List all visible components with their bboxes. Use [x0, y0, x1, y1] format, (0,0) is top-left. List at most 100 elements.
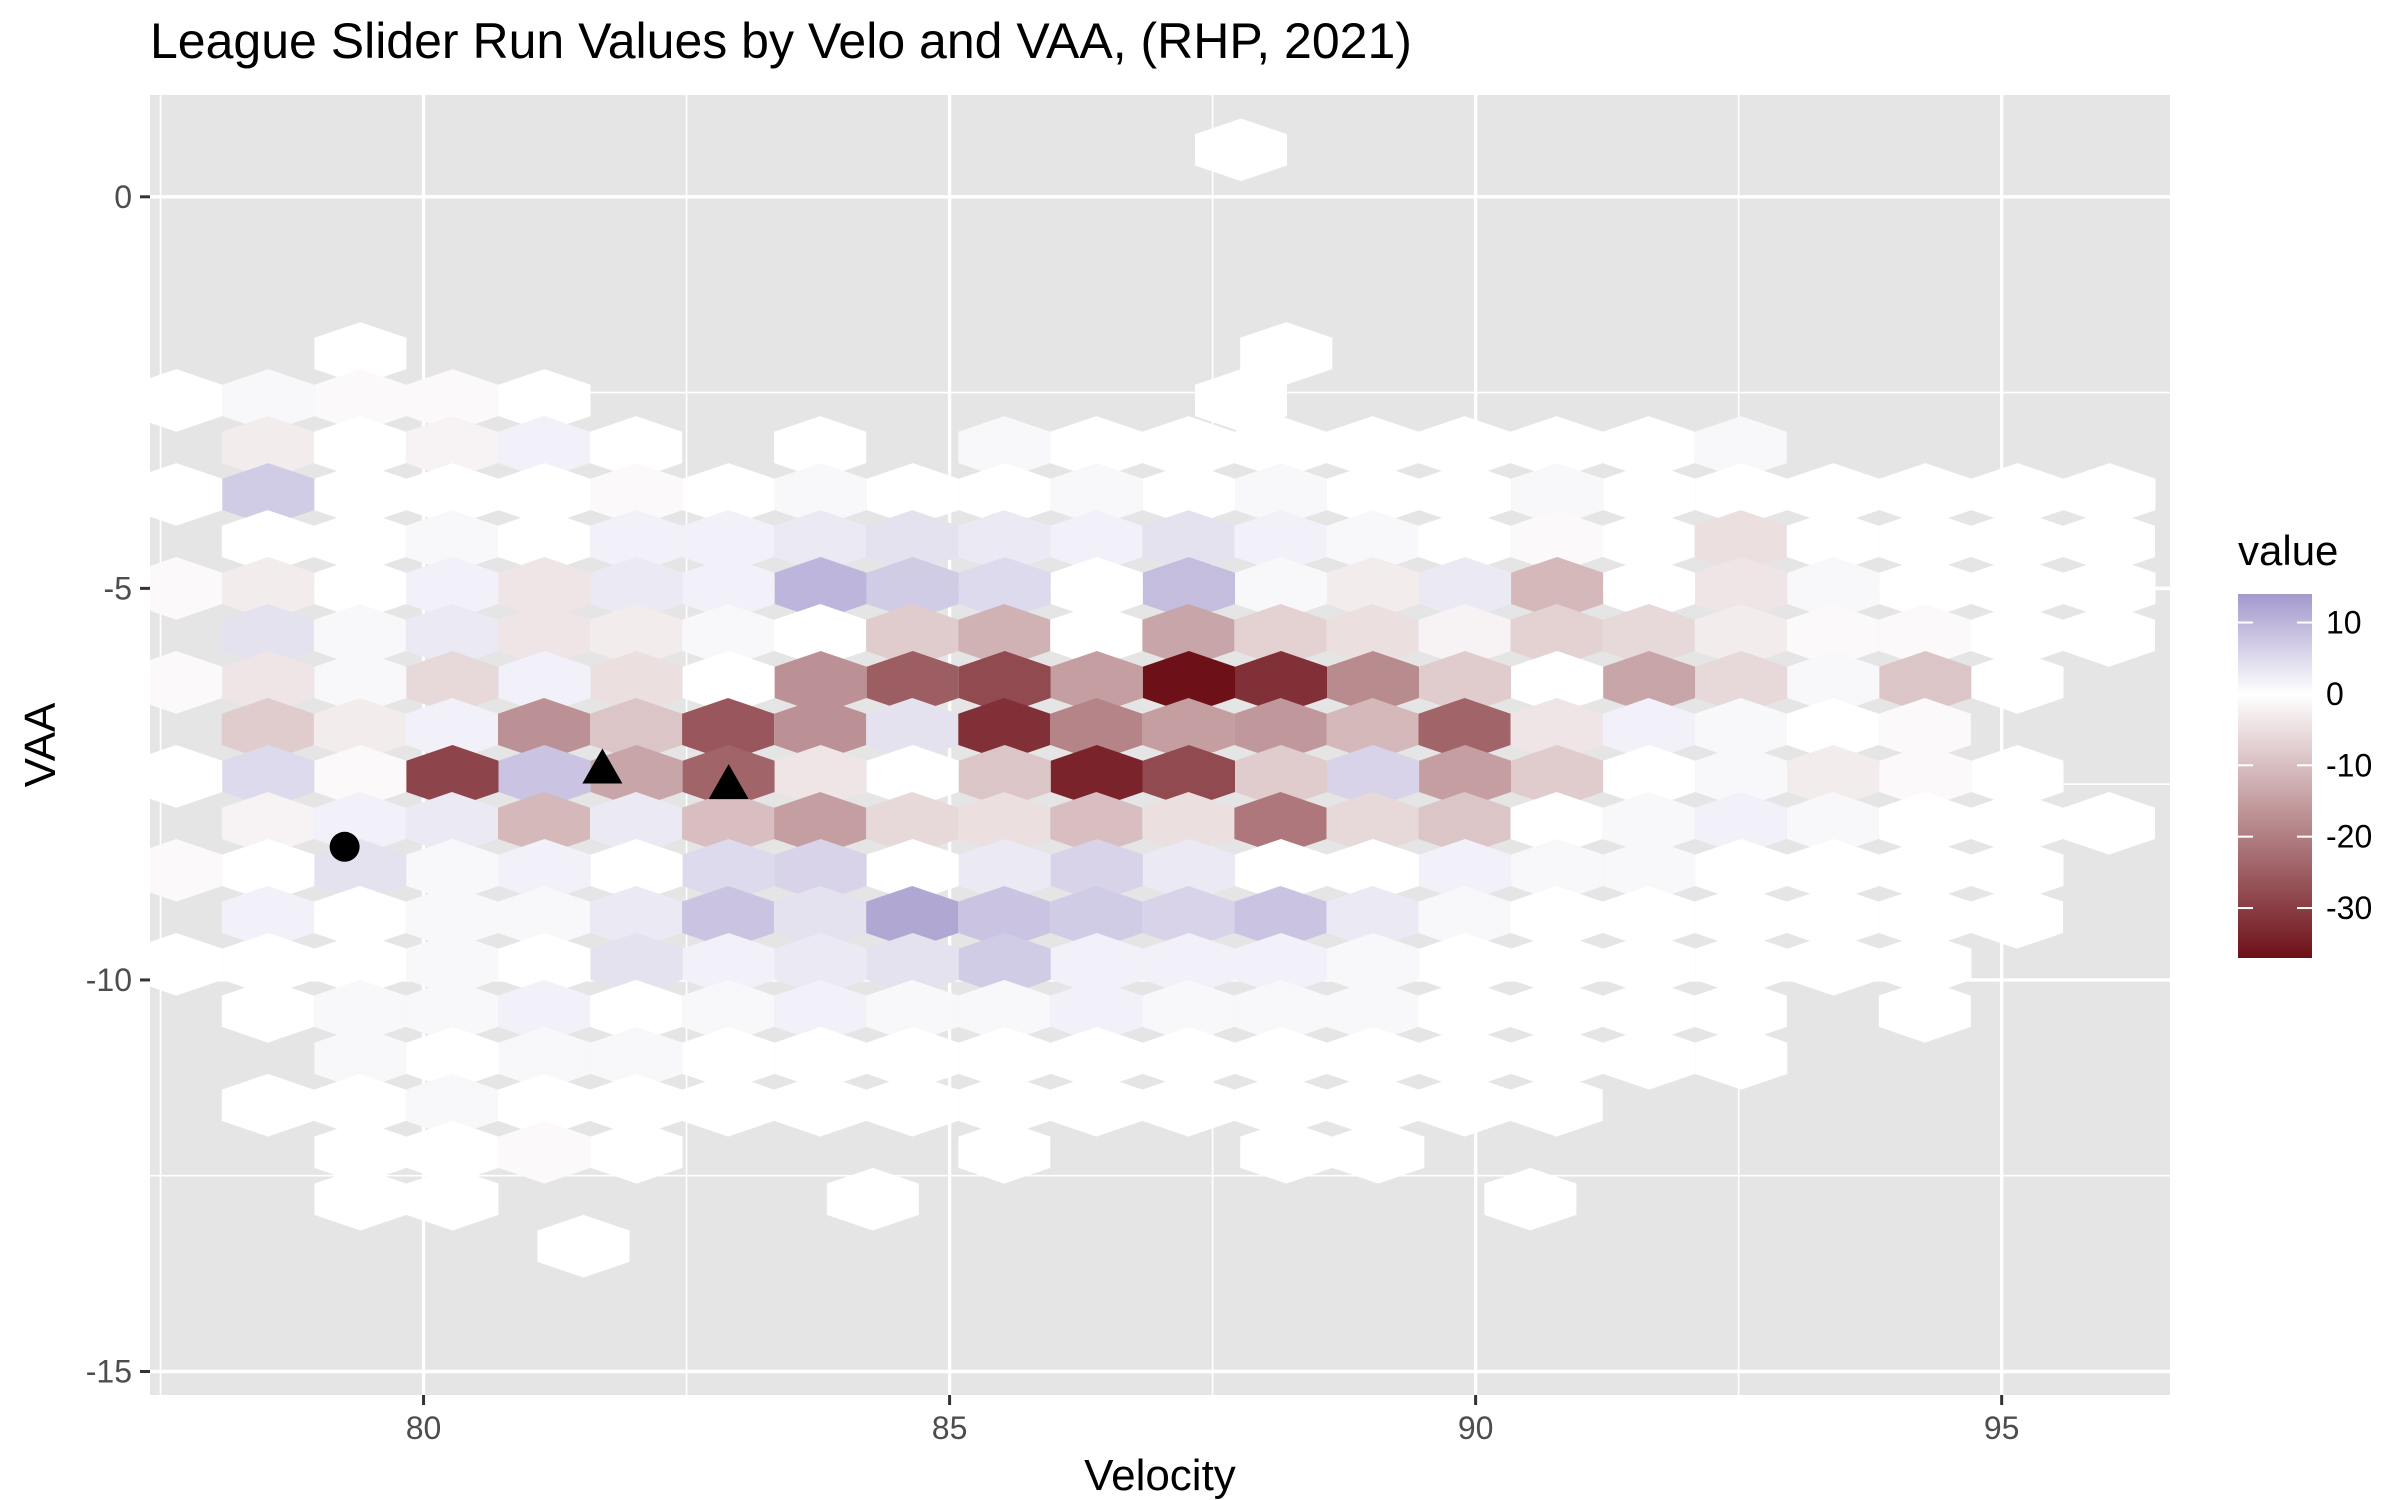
hex-bin — [1327, 933, 1420, 996]
hex-bin — [1879, 933, 1972, 996]
hex-bin — [2063, 510, 2155, 573]
hex-bin — [498, 604, 590, 667]
hex-bin — [1050, 839, 1143, 902]
hex-bin — [590, 510, 683, 573]
hex-bin — [1971, 839, 2064, 902]
hex-bin — [498, 651, 591, 714]
hex-bin — [498, 510, 590, 573]
hex-bin — [1695, 651, 1788, 714]
hex-bin — [1419, 745, 1512, 808]
hex-bin — [1418, 604, 1511, 667]
hex-bin — [866, 792, 959, 855]
hex-bin — [1695, 557, 1788, 620]
hex-bin — [774, 792, 867, 855]
x-axis-title: Velocity — [1084, 1451, 1236, 1500]
legend-ticks: 10 0 -10 -20 -30 — [2238, 605, 2372, 926]
hex-bin — [1786, 886, 1879, 949]
hex-bin — [406, 1167, 499, 1231]
hex-bin — [222, 745, 315, 808]
hex-bin — [1787, 557, 1880, 620]
hex-bin — [1142, 886, 1235, 949]
hex-bin — [498, 933, 591, 996]
hex-bin — [498, 369, 591, 432]
legend-tick-label: -30 — [2326, 890, 2372, 926]
hex-bin — [774, 416, 867, 479]
hex-bin — [1878, 698, 1971, 761]
hex-bin — [313, 604, 406, 667]
hex-bin — [1419, 933, 1512, 996]
hex-bin — [1235, 933, 1327, 996]
hex-bin — [1050, 698, 1143, 761]
hex-bin — [774, 651, 867, 714]
hex-bin — [1050, 463, 1143, 526]
hex-bin — [958, 463, 1051, 526]
hex-bin — [1195, 118, 1287, 182]
hex-bin — [774, 979, 867, 1043]
hex-bin — [1510, 792, 1603, 855]
hex-bin — [1234, 510, 1327, 573]
hex-bin — [1694, 698, 1787, 761]
hex-bin — [774, 933, 867, 996]
hex-bin — [1510, 979, 1603, 1043]
hex-bin — [1786, 792, 1879, 855]
hex-bin — [1234, 1073, 1327, 1137]
hex-bin — [313, 886, 406, 949]
hex-bin — [1050, 651, 1143, 714]
hex-bin — [590, 651, 683, 714]
hex-bin — [1142, 557, 1235, 620]
hex-bin — [1511, 651, 1604, 714]
hex-bin — [1327, 839, 1420, 902]
hex-bin — [1419, 557, 1512, 620]
marker-circle — [329, 831, 360, 862]
hex-bin — [590, 463, 683, 526]
hex-bin — [1326, 510, 1419, 573]
hex-bin — [1970, 886, 2063, 949]
hex-bin — [1234, 416, 1327, 479]
hex-bin — [150, 933, 223, 996]
hex-bin — [1511, 745, 1604, 808]
hex-bin — [1234, 979, 1327, 1043]
x-tick-label: 85 — [932, 1410, 968, 1446]
hex-bin — [537, 1214, 630, 1278]
hex-bin — [1234, 792, 1327, 855]
hex-bin — [1603, 1026, 1696, 1090]
hex-bin — [406, 839, 499, 902]
hex-bin — [1050, 604, 1143, 667]
hex-bin — [405, 792, 498, 855]
x-tick-label: 80 — [406, 1410, 442, 1446]
hex-bin — [1142, 1073, 1235, 1137]
hex-bin — [1142, 839, 1235, 902]
hex-bin — [866, 557, 959, 620]
hex-bin — [1602, 416, 1695, 479]
hex-bin — [1418, 1073, 1511, 1137]
hex-bin — [1787, 463, 1880, 526]
hex-bin — [1879, 463, 1972, 526]
marker-triangle — [582, 748, 623, 784]
hex-bin — [221, 416, 314, 479]
hex-bin — [222, 557, 315, 620]
hex-bin — [1050, 557, 1143, 620]
hex-bin — [405, 604, 498, 667]
hex-bin — [1695, 1026, 1788, 1090]
hex-bin — [590, 933, 683, 996]
hex-bin — [406, 1026, 499, 1090]
hex-bin — [314, 745, 407, 808]
hex-bin — [774, 839, 867, 902]
hex-bin — [1511, 463, 1604, 526]
hex-bin — [150, 839, 223, 902]
hex-bin — [1050, 886, 1143, 949]
hex-bin — [1602, 698, 1695, 761]
hex-bin — [1326, 698, 1419, 761]
hex-bin — [866, 698, 959, 761]
hex-bin — [314, 1026, 407, 1090]
hex-bin — [1484, 1167, 1577, 1231]
hex-bin — [1511, 1026, 1604, 1090]
hex-bin — [826, 1167, 919, 1231]
hex-bin — [1142, 698, 1235, 761]
hex-bin — [1234, 698, 1327, 761]
hex-bin — [866, 463, 959, 526]
hex-bin — [405, 979, 498, 1043]
hex-bin — [1327, 1026, 1420, 1090]
hex-bin — [1050, 1026, 1143, 1090]
hex-bin — [406, 651, 499, 714]
